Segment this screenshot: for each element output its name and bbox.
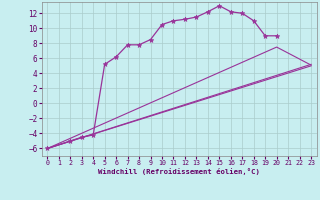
X-axis label: Windchill (Refroidissement éolien,°C): Windchill (Refroidissement éolien,°C) bbox=[98, 168, 260, 175]
